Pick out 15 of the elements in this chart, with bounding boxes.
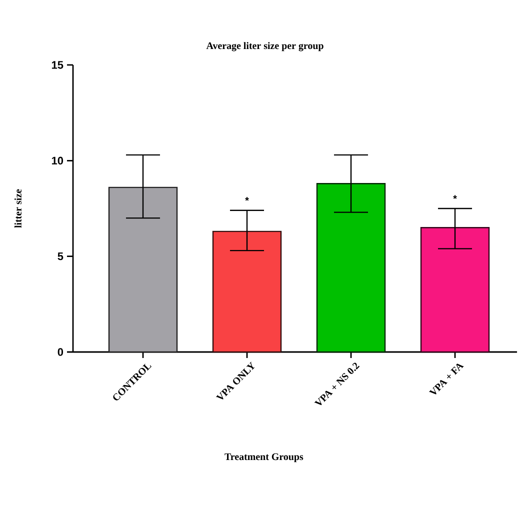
bar <box>420 227 490 353</box>
y-tick-label: 15 <box>52 61 64 69</box>
annotation: * <box>453 195 457 199</box>
y-tick-label: 0 <box>58 348 64 356</box>
bar <box>212 230 282 353</box>
y-tick-label: 5 <box>58 252 64 260</box>
annotation: * <box>245 197 249 201</box>
x-axis-title: Treatment Groups <box>224 453 304 462</box>
x-tick-label: VPA + NS 0.2 <box>314 362 360 406</box>
chart-title: Average liter size per group <box>206 42 324 52</box>
y-axis-title: litter size <box>14 189 22 228</box>
y-tick-label: 10 <box>52 156 64 165</box>
x-tick-label: VPA + FA <box>428 364 464 394</box>
bar <box>108 186 178 353</box>
bar <box>316 183 386 353</box>
